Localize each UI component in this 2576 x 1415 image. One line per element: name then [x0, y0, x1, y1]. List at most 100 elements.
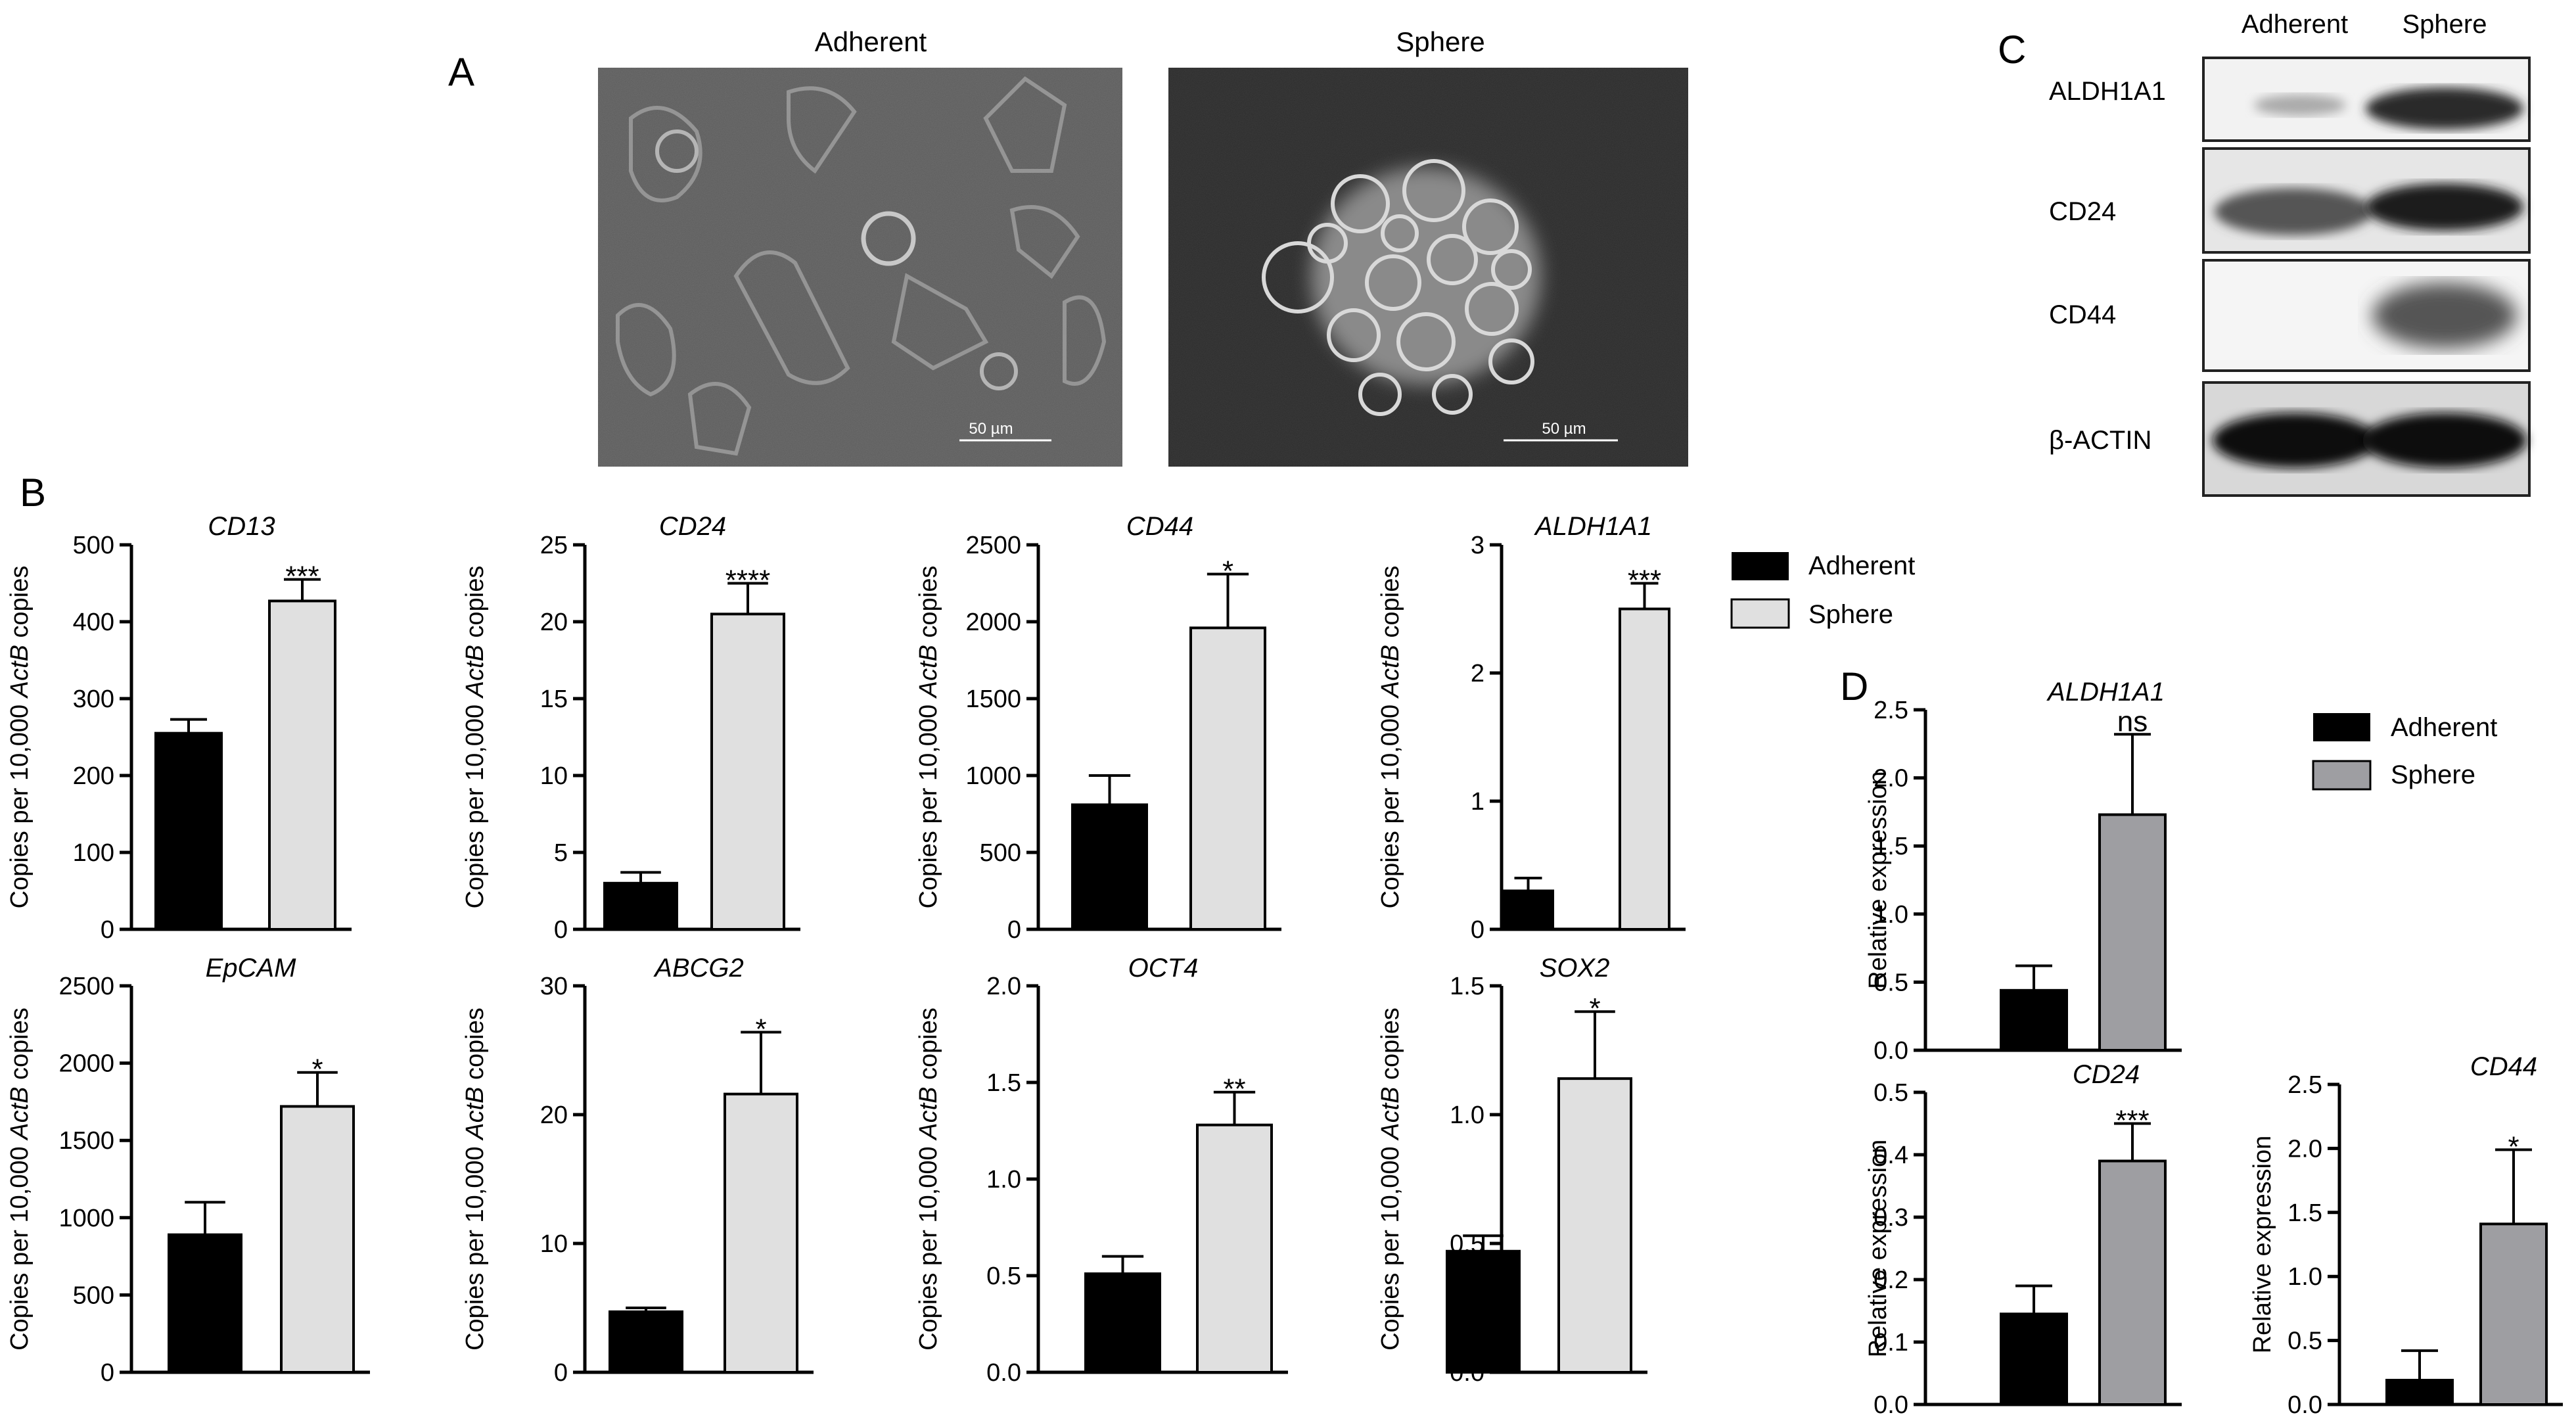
scale-bar-label-adherent: 50 µm [969, 420, 1013, 438]
legend-panel-b: Adherent Sphere [1730, 551, 1915, 629]
y-tick-label: 0.0 [986, 1359, 1021, 1387]
y-tick-label: 1 [1471, 788, 1484, 816]
legend-b-label-sphere: Sphere [1808, 600, 1893, 629]
y-tick-label: 2.5 [1874, 697, 1908, 724]
y-tick-label: 1500 [58, 1127, 114, 1155]
micrograph-sphere: 50 µm [1168, 68, 1688, 467]
legend-d-label-sphere: Sphere [2391, 760, 2475, 789]
bar-adherent [609, 1310, 683, 1374]
y-tick-label: 2000 [58, 1050, 114, 1078]
chart-title: EpCAM [206, 954, 296, 983]
bar-sphere [2098, 813, 2167, 1052]
y-tick-label: 20 [540, 609, 568, 636]
y-axis-title: Copies per 10,000 ActB copies [461, 1008, 489, 1351]
chart-b-cd44: 0 500 1000 1500 2000 2500 CD44 * Copies per 10,0… [915, 512, 1281, 944]
y-tick-label: 0.5 [2288, 1328, 2322, 1355]
chart-title: SOX2 [1540, 954, 1610, 983]
legend-b-label-adherent: Adherent [1808, 551, 1915, 580]
chart-d-cd24: 0.0 0.1 0.2 0.3 0.4 0.5 CD24 *** Relative expres… [1864, 1060, 2182, 1415]
scale-bar-label-sphere: 50 µm [1542, 420, 1586, 438]
legend-d-swatch-adherent [2313, 713, 2370, 741]
y-tick-label: 0 [554, 1359, 568, 1387]
chart-b-cd13: 0 100 200 300 400 500 CD13 *** Copies per 10,000… [6, 512, 352, 944]
y-axis-title: Relative expression [2249, 1136, 2276, 1354]
y-axis-title: Copies per 10,000 ActB copies [915, 566, 942, 909]
chart-title: ABCG2 [653, 954, 744, 983]
micrograph-adherent-title: Adherent [815, 26, 927, 57]
y-tick-label: 400 [73, 609, 114, 636]
chart-title: CD13 [208, 512, 275, 541]
chart-title: CD24 [659, 512, 726, 541]
y-tick-label: 5 [554, 839, 568, 867]
panel-letter-d: D [1840, 664, 1868, 708]
y-tick-label: 3 [1471, 532, 1484, 559]
y-tick-label: 100 [73, 839, 114, 867]
y-tick-label: 1.0 [986, 1166, 1021, 1194]
chart-b-cd24: 0 5 10 15 20 25 CD24 **** Copies per 10,000 ActB… [461, 512, 800, 944]
y-tick-label: 500 [73, 532, 114, 559]
bar-sphere [1619, 607, 1670, 931]
y-axis-title: Copies per 10,000 ActB copies [1377, 1008, 1404, 1351]
y-tick-label: 0.2 [1874, 1266, 1908, 1294]
y-tick-label: 1.0 [1450, 1102, 1484, 1129]
micrograph-adherent: 50 µm [598, 68, 1122, 467]
y-tick-label: 2.0 [986, 973, 1021, 1000]
y-axis-title: Copies per 10,000 ActB copies [915, 1008, 942, 1351]
y-tick-label: 0.5 [1874, 1079, 1908, 1107]
y-tick-label: 1500 [965, 685, 1021, 713]
y-tick-label: 2.5 [2288, 1071, 2322, 1099]
y-tick-label: 1.5 [1874, 833, 1908, 860]
y-tick-label: 1.5 [2288, 1199, 2322, 1227]
y-tick-label: 25 [540, 532, 568, 559]
y-tick-label: 1.5 [986, 1069, 1021, 1097]
significance-label: *** [285, 561, 319, 593]
significance-label: * [2508, 1130, 2519, 1163]
y-axis-title: Copies per 10,000 ActB copies [461, 566, 489, 909]
chart-title: CD44 [1126, 512, 1193, 541]
bar-sphere [268, 599, 336, 931]
significance-label: ** [1223, 1073, 1245, 1105]
wb-column-adherent: Adherent [2242, 10, 2348, 39]
bar-adherent [2000, 1312, 2068, 1406]
y-tick-label: 1.0 [2288, 1263, 2322, 1291]
chart-title: OCT4 [1128, 954, 1199, 983]
bar-adherent [603, 881, 678, 931]
bar-adherent [1071, 803, 1148, 931]
legend-b-swatch-adherent [1732, 552, 1789, 580]
panel-letter-c: C [1998, 28, 2026, 72]
significance-label: *** [1628, 565, 1661, 597]
wb-row-actin: β-ACTIN [2049, 426, 2151, 455]
chart-b-abcg2: 0 10 20 30 ABCG2 * Copies per 10,000 ActB copi… [461, 954, 814, 1387]
bar-sphere [280, 1105, 355, 1374]
chart-d-cd44: 0.0 0.5 1.0 1.5 2.0 2.5 CD44 * Relative expressi… [2249, 1052, 2563, 1415]
y-tick-label: 30 [540, 973, 568, 1000]
bar-sphere [1196, 1123, 1273, 1374]
y-tick-label: 0.5 [1874, 969, 1908, 996]
legend-d-label-adherent: Adherent [2391, 713, 2497, 742]
significance-label: * [1589, 992, 1600, 1025]
panel-letter-b: B [20, 471, 46, 515]
chart-title: ALDH1A1 [1534, 512, 1652, 541]
bar-adherent [168, 1233, 242, 1374]
y-tick-label: 2000 [965, 609, 1021, 636]
y-tick-label: 300 [73, 685, 114, 713]
chart-b-epcam: 0 500 1000 1500 2000 2500 EpCAM * Copies per 10,… [6, 954, 370, 1387]
bar-sphere [710, 613, 785, 931]
y-tick-label: 500 [73, 1282, 114, 1309]
y-tick-label: 2500 [965, 532, 1021, 559]
y-tick-label: 0.1 [1874, 1329, 1908, 1357]
y-tick-label: 1000 [58, 1205, 114, 1232]
y-tick-label: 20 [540, 1102, 568, 1129]
significance-label: *** [2115, 1105, 2149, 1137]
y-tick-label: 0.4 [1874, 1142, 1908, 1169]
y-tick-label: 0 [554, 916, 568, 944]
bar-adherent [1084, 1272, 1161, 1374]
y-tick-label: 0 [101, 916, 114, 944]
bar-adherent [154, 731, 223, 931]
micrograph-sphere-title: Sphere [1396, 26, 1484, 57]
y-axis-title: Relative expression [1864, 1140, 1892, 1358]
